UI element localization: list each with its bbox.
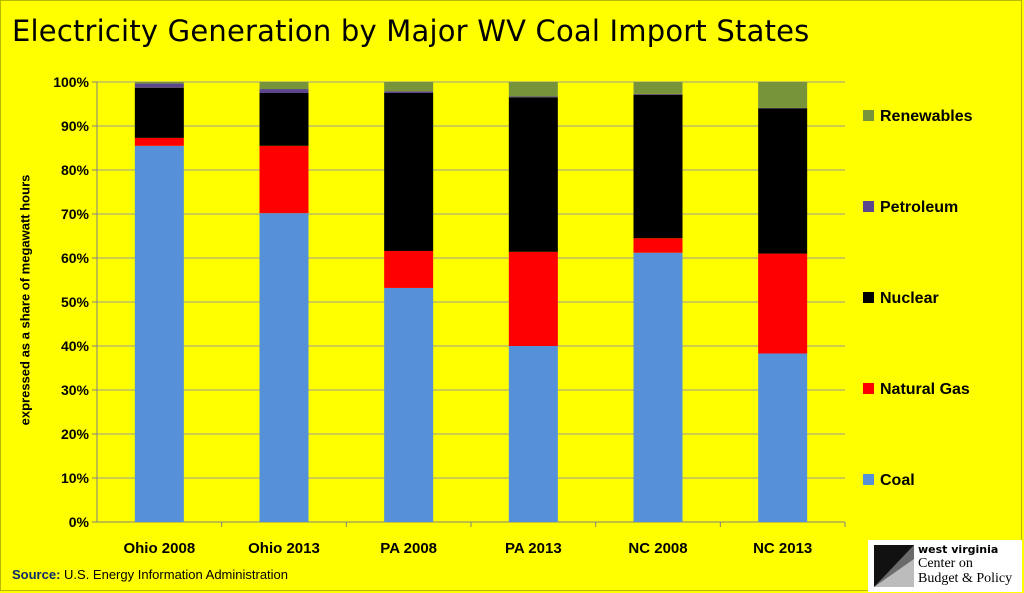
bar-segment-natural-gas — [633, 238, 683, 253]
bar-segment-nuclear — [259, 93, 309, 146]
bar-segment-natural-gas — [508, 251, 558, 346]
source-label: Source: — [12, 567, 61, 582]
bar-segment-nuclear — [384, 93, 434, 251]
y-tick-label: 50% — [61, 294, 90, 310]
source-text: U.S. Energy Information Administration — [64, 567, 289, 582]
legend-swatch — [863, 292, 874, 303]
legend-swatch — [863, 110, 874, 121]
y-tick-label: 20% — [61, 426, 90, 442]
logo-line-1: west virginia — [918, 543, 999, 556]
y-tick-label: 70% — [61, 206, 90, 222]
logo-line-2: Center on — [918, 556, 973, 571]
logo-mark-icon — [874, 545, 914, 587]
legend-label: Coal — [880, 472, 915, 489]
bar-segment-coal — [384, 287, 434, 522]
x-tick-label: NC 2008 — [628, 540, 687, 557]
bar-segment-natural-gas — [758, 253, 808, 354]
x-tick-label: Ohio 2008 — [123, 540, 195, 557]
bar-segment-renewables — [134, 82, 184, 84]
legend-swatch — [863, 383, 874, 394]
bar-segment-coal — [508, 346, 558, 522]
x-tick-label: Ohio 2013 — [248, 540, 320, 557]
bar-segment-coal — [259, 213, 309, 522]
y-tick-label: 100% — [53, 74, 89, 90]
y-tick-label: 0% — [69, 514, 90, 530]
bar-segment-nuclear — [134, 87, 184, 138]
y-tick-label: 30% — [61, 382, 90, 398]
y-tick-label: 10% — [61, 470, 90, 486]
bar-segment-natural-gas — [259, 145, 309, 214]
bar-segment-coal — [633, 252, 683, 522]
bar-segment-nuclear — [508, 97, 558, 252]
logo-line-3: Budget & Policy — [918, 571, 1013, 586]
bar-segment-renewables — [508, 82, 558, 97]
source-note: Source: U.S. Energy Information Administ… — [12, 567, 288, 582]
bar-segment-renewables — [384, 82, 434, 92]
legend-swatch — [863, 474, 874, 485]
bar-segment-nuclear — [633, 94, 683, 239]
legend-label: Renewables — [880, 108, 973, 125]
bar-segment-coal — [758, 353, 808, 522]
bar-segment-coal — [134, 145, 184, 523]
legend-label: Natural Gas — [880, 381, 970, 398]
bar-segment-renewables — [633, 82, 683, 94]
bar-segment-petroleum — [508, 96, 558, 98]
bar-segment-petroleum — [633, 93, 683, 95]
y-tick-label: 80% — [61, 162, 90, 178]
legend-swatch — [863, 201, 874, 212]
bar-segment-petroleum — [134, 83, 184, 88]
bar-segment-renewables — [259, 82, 309, 90]
bar-segment-nuclear — [758, 108, 808, 254]
bar-segment-petroleum — [384, 91, 434, 93]
bar-segment-renewables — [758, 82, 808, 108]
legend-label: Petroleum — [880, 199, 958, 216]
chart-title: Electricity Generation by Major WV Coal … — [12, 14, 810, 48]
y-axis-label: expressed as a share of megawatt hours — [17, 174, 33, 426]
x-tick-label: NC 2013 — [753, 540, 812, 557]
bar-segment-petroleum — [259, 89, 309, 93]
y-tick-label: 40% — [61, 338, 90, 354]
organization-logo: west virginia Center on Budget & Policy — [868, 540, 1022, 592]
legend-label: Nuclear — [880, 290, 939, 307]
y-tick-label: 90% — [61, 118, 90, 134]
x-tick-label: PA 2008 — [380, 540, 437, 557]
bar-segment-natural-gas — [384, 250, 434, 288]
y-tick-label: 60% — [61, 250, 90, 266]
bar-segment-natural-gas — [134, 137, 184, 146]
x-tick-label: PA 2013 — [505, 540, 562, 557]
